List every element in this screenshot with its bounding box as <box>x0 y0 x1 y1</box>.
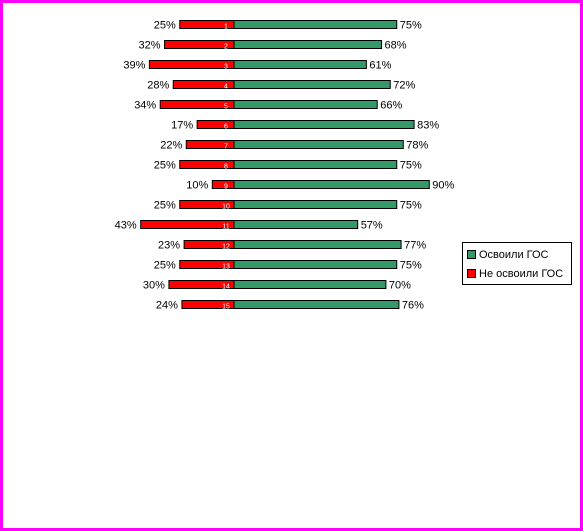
category-label: 5 <box>224 104 228 111</box>
data-label-passed: 75% <box>400 160 422 172</box>
data-label-not-passed: 17% <box>171 120 193 132</box>
data-label-passed: 76% <box>402 300 424 312</box>
bar-passed <box>233 200 398 209</box>
category-label: 6 <box>224 124 228 131</box>
data-label-passed: 75% <box>400 260 422 272</box>
bar-not-passed <box>140 220 235 229</box>
bar-passed <box>233 140 404 149</box>
legend-item-passed: Освоили ГОС <box>467 248 549 262</box>
data-label-passed: 68% <box>385 40 407 52</box>
legend-item-failed: Не освоили ГОС <box>467 267 563 281</box>
data-label-passed: 75% <box>400 200 422 212</box>
category-label: 4 <box>224 84 228 91</box>
category-label: 1 <box>224 24 228 31</box>
category-label: 8 <box>224 164 228 171</box>
category-label: 14 <box>222 284 230 291</box>
legend-label-failed: Не освоили ГОС <box>479 268 564 280</box>
bar-passed <box>233 20 398 29</box>
data-label-passed: 90% <box>432 180 454 192</box>
category-label: 3 <box>224 64 228 71</box>
data-label-passed: 78% <box>406 140 428 152</box>
data-label-passed: 61% <box>369 60 391 72</box>
data-label-not-passed: 10% <box>186 180 208 192</box>
category-label: 10 <box>222 204 230 211</box>
data-label-passed: 57% <box>361 220 383 232</box>
data-label-passed: 75% <box>400 20 422 32</box>
category-label: 12 <box>222 244 230 251</box>
legend-swatch-passed <box>467 249 476 259</box>
legend: Освоили ГОС Не освоили ГОС <box>462 242 572 285</box>
bar-passed <box>233 240 402 249</box>
bar-not-passed <box>196 120 235 129</box>
data-label-not-passed: 22% <box>160 140 182 152</box>
category-label: 7 <box>224 144 228 151</box>
data-label-not-passed: 25% <box>154 260 176 272</box>
category-label: 9 <box>224 184 228 191</box>
bar-passed <box>233 260 398 269</box>
data-label-not-passed: 28% <box>147 80 169 92</box>
data-label-passed: 72% <box>393 80 415 92</box>
data-label-not-passed: 43% <box>115 220 137 232</box>
category-label: 13 <box>222 264 230 271</box>
bar-passed <box>233 180 430 189</box>
legend-label-passed: Освоили ГОС <box>479 249 549 261</box>
data-label-not-passed: 25% <box>154 200 176 212</box>
bar-not-passed <box>159 100 235 109</box>
bar-passed <box>233 120 415 129</box>
bar-not-passed <box>148 60 235 69</box>
category-label: 15 <box>222 304 230 311</box>
data-label-passed: 66% <box>380 100 402 112</box>
data-label-not-passed: 24% <box>156 300 178 312</box>
category-label: 11 <box>222 224 229 231</box>
legend-swatch-failed <box>467 268 476 278</box>
bar-passed <box>233 220 359 229</box>
bar-passed <box>233 40 383 49</box>
bar-passed <box>233 160 398 169</box>
bar-passed <box>233 100 378 109</box>
data-label-passed: 83% <box>417 120 439 132</box>
data-label-not-passed: 34% <box>134 100 156 112</box>
data-label-not-passed: 32% <box>139 40 161 52</box>
data-label-not-passed: 25% <box>154 160 176 172</box>
bar-passed <box>233 60 367 69</box>
data-label-not-passed: 30% <box>143 280 165 292</box>
bar-passed <box>233 280 387 289</box>
data-label-not-passed: 23% <box>158 240 180 252</box>
data-label-not-passed: 25% <box>154 20 176 32</box>
category-label: 2 <box>224 44 228 51</box>
bar-passed <box>233 80 391 89</box>
data-label-passed: 77% <box>404 240 426 252</box>
bar-passed <box>233 300 400 309</box>
data-label-passed: 70% <box>389 280 411 292</box>
data-label-not-passed: 39% <box>123 60 145 72</box>
